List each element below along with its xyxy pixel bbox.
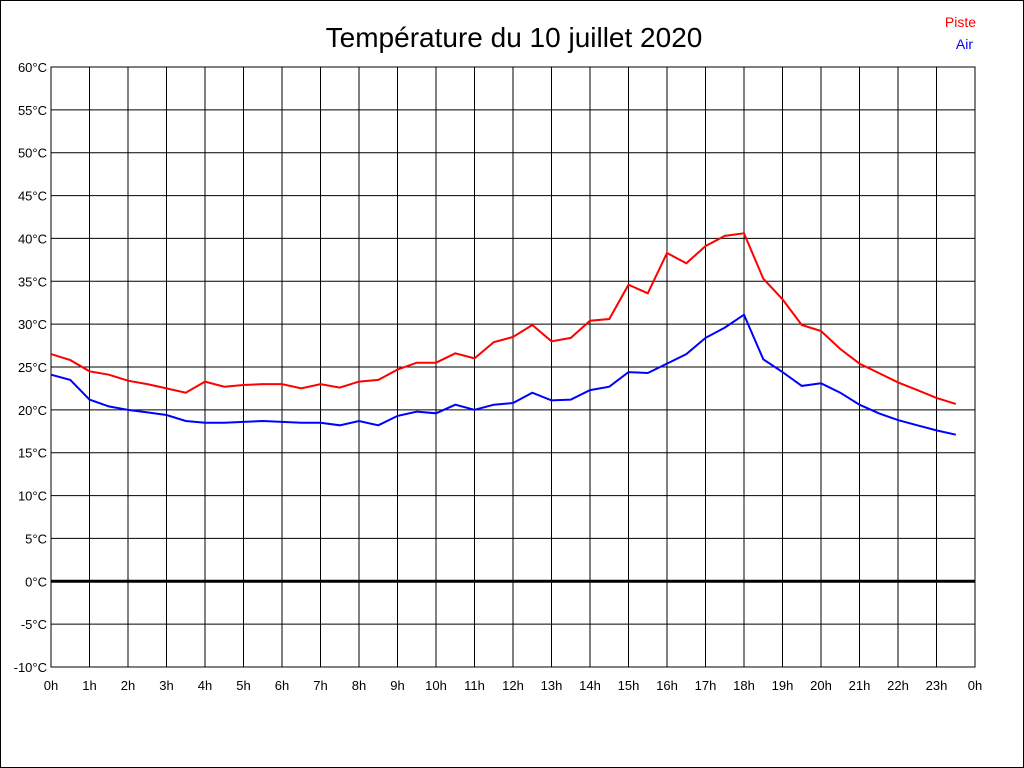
- x-tick-label: 16h: [656, 678, 678, 693]
- chart-title: Température du 10 juillet 2020: [326, 22, 703, 53]
- legend-air: Air: [956, 36, 973, 52]
- x-tick-label: 8h: [352, 678, 366, 693]
- x-tick-label: 10h: [425, 678, 447, 693]
- x-tick-label: 13h: [541, 678, 563, 693]
- y-tick-label: 50°C: [18, 146, 47, 161]
- x-tick-label: 3h: [159, 678, 173, 693]
- y-tick-label: 35°C: [18, 274, 47, 289]
- series-line-piste: [50, 232, 957, 405]
- x-tick-label: 4h: [198, 678, 212, 693]
- y-tick-label: 40°C: [18, 231, 47, 246]
- x-tick-label: 6h: [275, 678, 289, 693]
- x-tick-label: 17h: [695, 678, 717, 693]
- x-tick-label: 0h: [44, 678, 58, 693]
- x-tick-label: 14h: [579, 678, 601, 693]
- y-tick-label: 30°C: [18, 317, 47, 332]
- x-tick-label: 9h: [390, 678, 404, 693]
- x-tick-label: 1h: [82, 678, 96, 693]
- legend-piste: Piste: [945, 14, 976, 30]
- y-tick-label: 45°C: [18, 189, 47, 204]
- x-tick-label: 0h: [968, 678, 982, 693]
- y-tick-label: 5°C: [25, 531, 47, 546]
- x-tick-label: 22h: [887, 678, 909, 693]
- y-tick-label: 60°C: [18, 60, 47, 75]
- y-tick-label: 55°C: [18, 103, 47, 118]
- y-tick-label: 10°C: [18, 489, 47, 504]
- x-tick-label: 2h: [121, 678, 135, 693]
- plot-frame: [50, 66, 976, 668]
- y-tick-label: -10°C: [14, 660, 47, 675]
- x-tick-label: 15h: [618, 678, 640, 693]
- y-tick-label: 0°C: [25, 574, 47, 589]
- x-tick-label: 23h: [926, 678, 948, 693]
- x-tick-label: 20h: [810, 678, 832, 693]
- x-tick-label: 19h: [772, 678, 794, 693]
- y-tick-label: -5°C: [21, 617, 47, 632]
- y-tick-label: 20°C: [18, 403, 47, 418]
- x-tick-label: 11h: [464, 678, 485, 693]
- x-tick-label: 18h: [733, 678, 755, 693]
- series-line-air: [50, 313, 957, 436]
- y-tick-label: 25°C: [18, 360, 47, 375]
- x-tick-label: 12h: [502, 678, 524, 693]
- y-tick-label: 15°C: [18, 446, 47, 461]
- x-tick-label: 21h: [849, 678, 871, 693]
- x-tick-label: 5h: [236, 678, 250, 693]
- x-tick-label: 7h: [313, 678, 327, 693]
